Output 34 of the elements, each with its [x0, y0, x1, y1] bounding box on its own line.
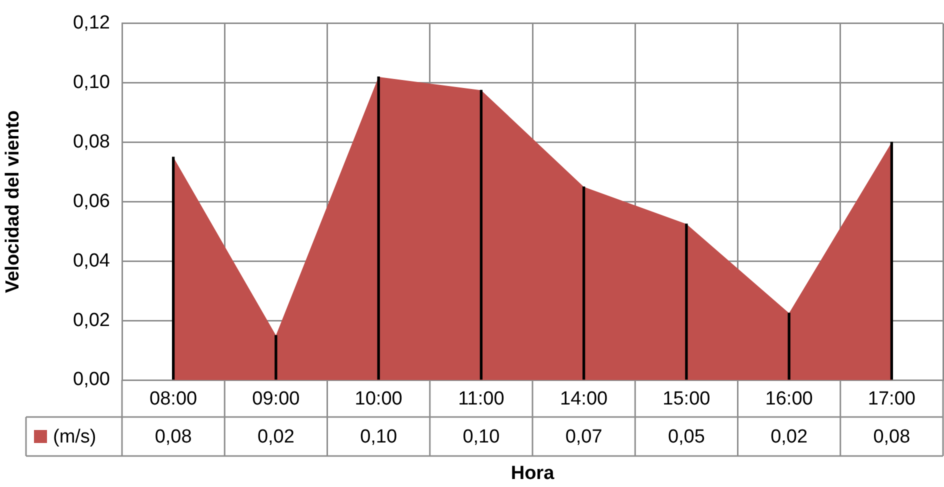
data-label: 0,10	[360, 426, 398, 448]
data-label: 0,02	[770, 426, 808, 448]
bar	[788, 312, 790, 380]
y-tick-label: 0,00	[73, 369, 110, 390]
bar	[582, 186, 586, 380]
y-tick-label: 0,08	[73, 132, 110, 152]
data-label: 0,10	[462, 426, 500, 448]
bar	[890, 142, 894, 380]
y-tick-label: 0,06	[73, 190, 110, 212]
bar	[685, 224, 688, 380]
x-tick-label: 11:00	[458, 388, 504, 410]
bar	[172, 156, 175, 380]
x-tick-label: 10:00	[354, 388, 402, 410]
x-tick-label: 14:00	[560, 388, 608, 410]
y-tick-label: 0,02	[73, 310, 110, 331]
data-label: 0,05	[668, 426, 705, 448]
data-label: 0,07	[565, 426, 602, 448]
x-tick-label: 08:00	[150, 388, 198, 410]
y-tick-label: 0,12	[73, 12, 110, 34]
bar	[274, 335, 278, 380]
x-axis-title: Hora	[510, 463, 555, 484]
y-tick-label: 0,10	[73, 72, 110, 94]
data-label: 0,08	[873, 426, 910, 448]
x-tick-label: 15:00	[662, 388, 710, 410]
bar	[377, 76, 380, 380]
y-axis-title: Velocidad del viento	[2, 110, 24, 294]
x-tick-label: 17:00	[868, 388, 916, 410]
x-tick-label: 16:00	[765, 388, 813, 410]
data-label: 0,08	[154, 426, 192, 448]
x-tick-label: 09:00	[252, 388, 300, 410]
legend-label: (m/s)	[53, 426, 96, 448]
bar	[480, 90, 483, 380]
y-tick-label: 0,04	[73, 250, 110, 272]
data-label: 0,02	[257, 426, 294, 448]
